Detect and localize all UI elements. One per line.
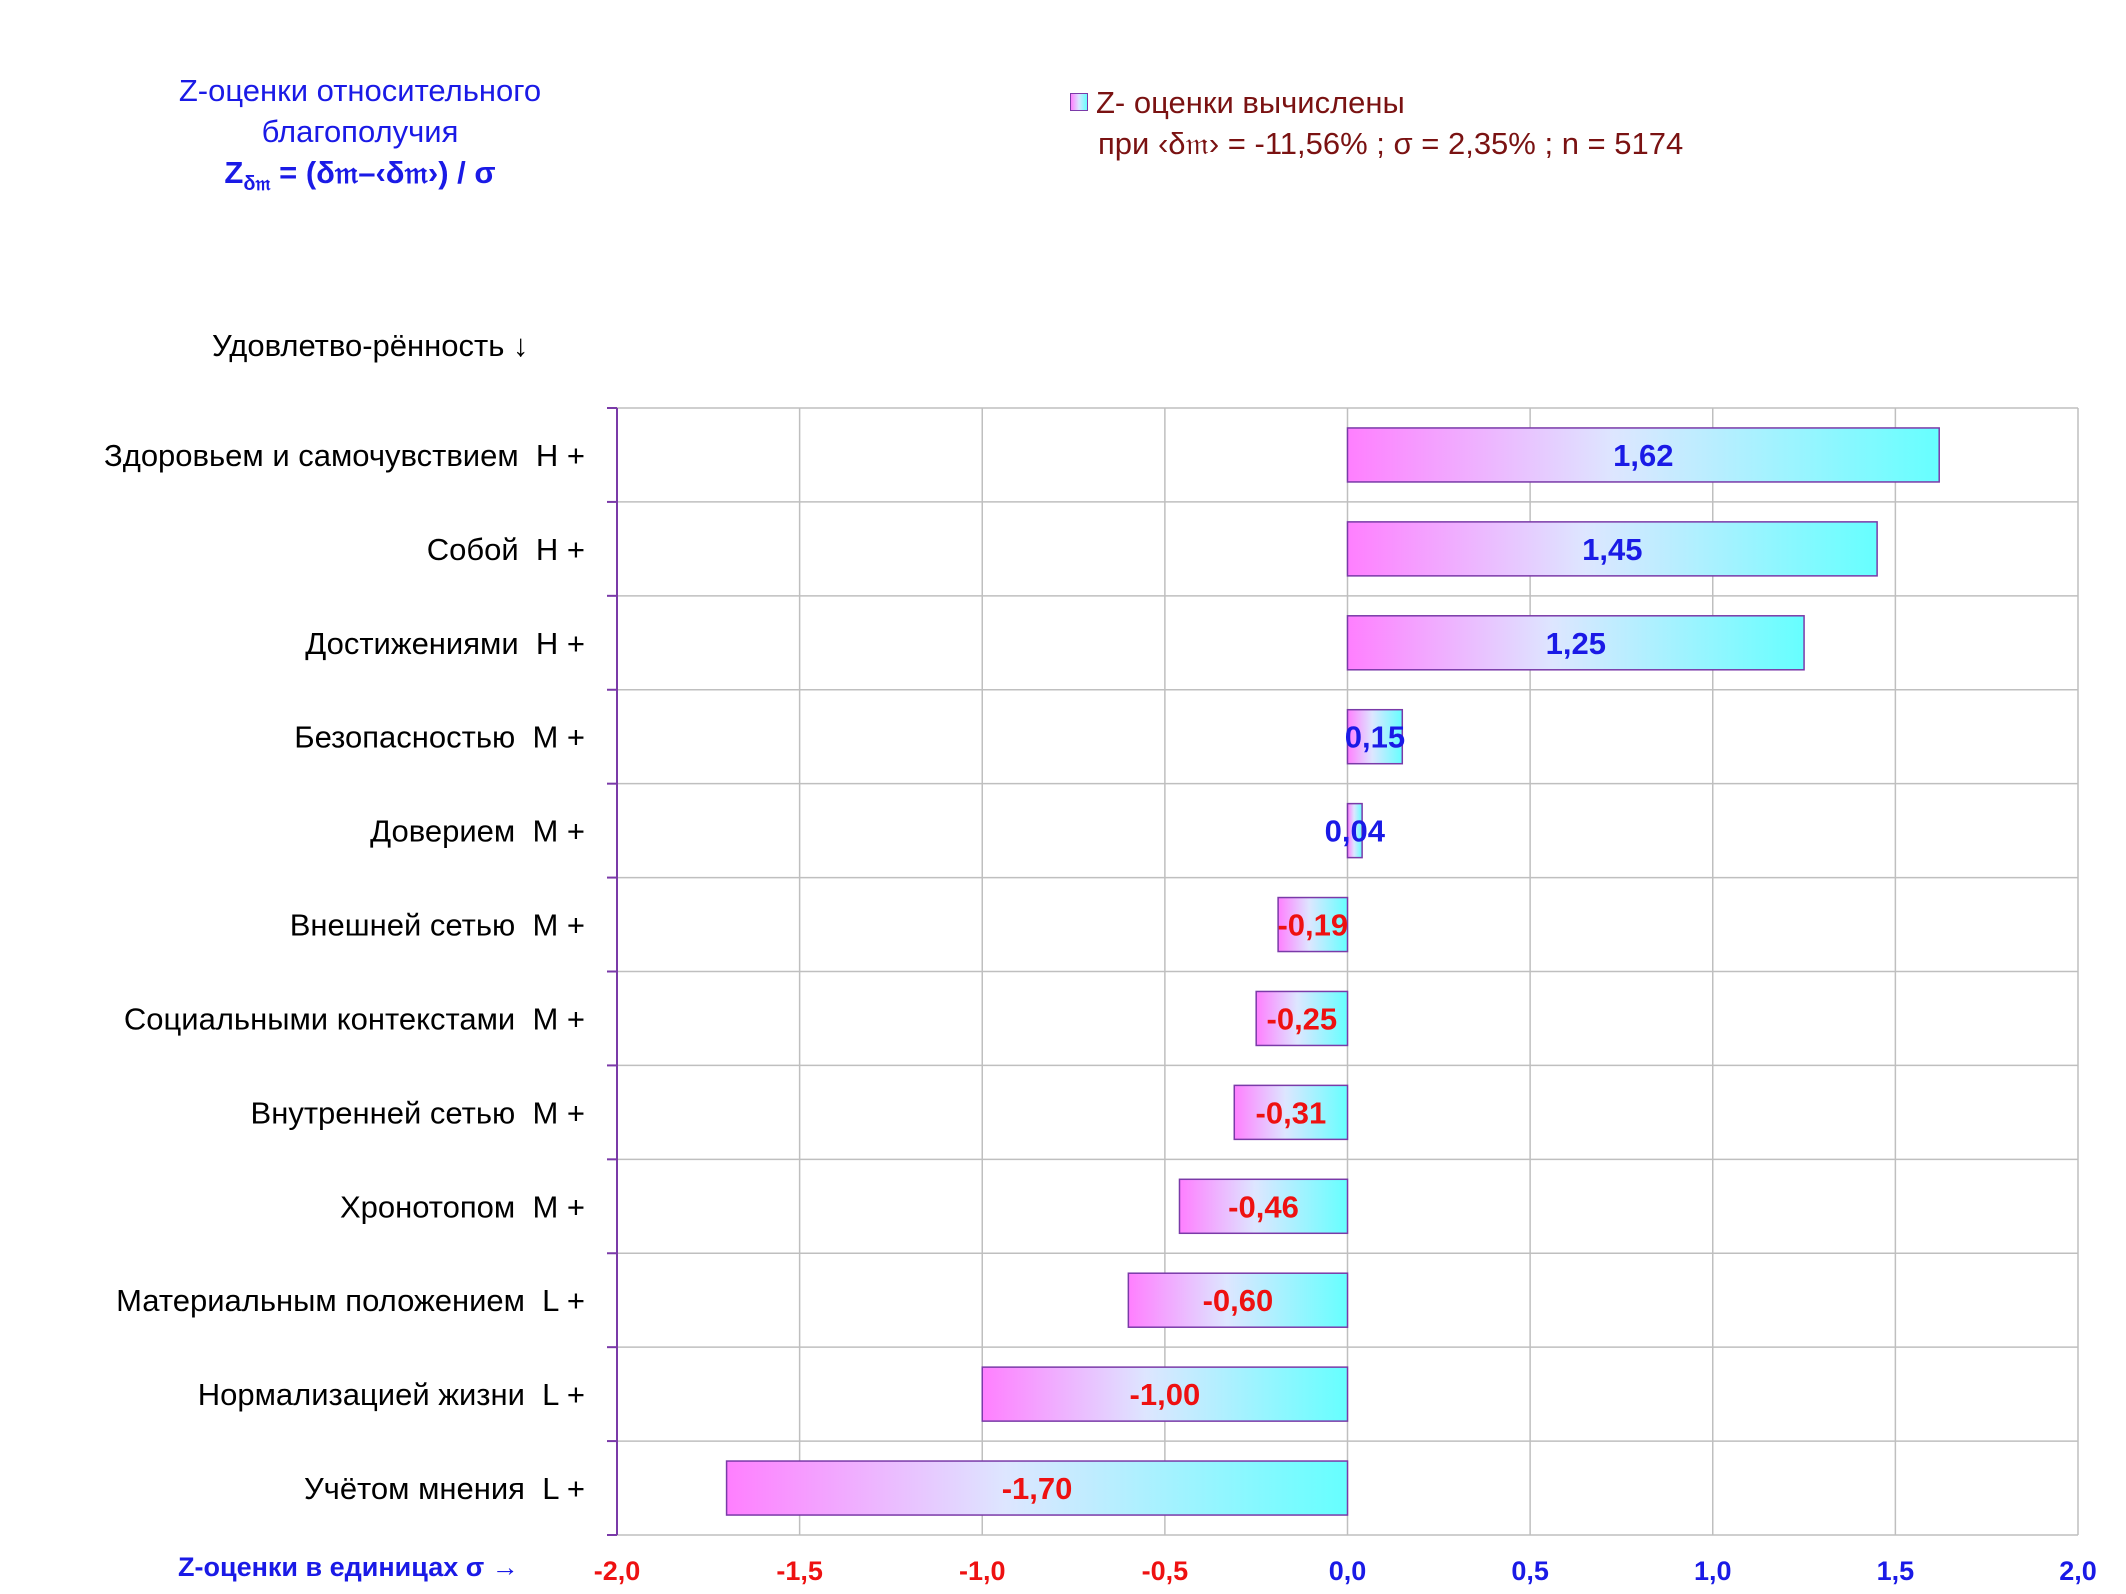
- bar: [1127, 1272, 1349, 1328]
- category-label: Собой H +: [427, 532, 585, 567]
- category-label: Внешней сетью M +: [290, 908, 585, 943]
- bar-value-label: -1,00: [1130, 1377, 1201, 1412]
- x-tick-label: -2,0: [594, 1556, 641, 1586]
- bar-value-label: 1,45: [1582, 532, 1642, 567]
- bar-value-label: -1,70: [1002, 1471, 1073, 1506]
- category-label: Достижениями H +: [305, 626, 585, 661]
- bar: [981, 1366, 1349, 1422]
- bar: [1346, 708, 1404, 765]
- legend-swatch: [1070, 92, 1088, 111]
- x-tick-label: -0,5: [1142, 1556, 1189, 1586]
- category-label: Нормализацией жизни L +: [198, 1377, 585, 1412]
- category-label: Хронотопом M +: [340, 1189, 585, 1224]
- title-line-1: Z-оценки относительного: [178, 73, 542, 108]
- x-tick-label: -1,5: [776, 1556, 823, 1586]
- bar: [1346, 802, 1363, 859]
- chart-title: Z-оценки относительного благополучия Zδ𝔪…: [120, 70, 600, 205]
- bar-value-label: 1,25: [1546, 626, 1606, 661]
- bar: [1346, 521, 1878, 577]
- category-label: Учётом мнения L +: [304, 1471, 585, 1506]
- y-axis-label: Удовлетво-рённость ↓: [212, 328, 529, 363]
- bar: [1233, 1084, 1349, 1141]
- category-label: Материальным положением L +: [116, 1283, 585, 1318]
- title-line-2: благополучия: [261, 114, 459, 149]
- bar: [1277, 896, 1349, 953]
- category-label: Безопасностью M +: [294, 720, 585, 755]
- x-tick-label: 0,5: [1511, 1556, 1549, 1586]
- bar-value-label: -0,25: [1267, 1001, 1338, 1036]
- chart-legend: Z- оценки вычислены при ‹δ𝔪› = -11,56% ;…: [1070, 82, 1683, 164]
- x-tick-label: 0,0: [1329, 1556, 1367, 1586]
- bar-value-label: 1,62: [1613, 438, 1673, 473]
- bar: [1346, 427, 1940, 483]
- bar: [1178, 1178, 1349, 1235]
- bar: [1255, 990, 1349, 1047]
- x-axis-label: Z-оценки в единицах σ →: [178, 1552, 519, 1582]
- formula-symbol: Z: [224, 155, 244, 190]
- category-label: Социальными контекстами M +: [124, 1001, 585, 1036]
- x-tick-label: 1,5: [1877, 1556, 1915, 1586]
- bar-value-label: -0,60: [1203, 1283, 1274, 1318]
- x-tick-label: 2,0: [2059, 1556, 2097, 1586]
- formula-rest: = (δ𝔪–‹δ𝔪›) / σ: [270, 155, 496, 190]
- bar: [1346, 615, 1805, 671]
- bar-value-label: 0,04: [1325, 814, 1386, 849]
- bar-value-label: -0,19: [1277, 908, 1348, 943]
- formula-subscript: δ𝔪: [243, 173, 271, 196]
- bar-value-label: -0,31: [1256, 1095, 1327, 1130]
- x-tick-label: 1,0: [1694, 1556, 1732, 1586]
- bar: [725, 1460, 1349, 1516]
- bar-value-label: -0,46: [1228, 1189, 1299, 1224]
- legend-line-2: при ‹δ𝔪› = -11,56% ; σ = 2,35% ; n = 517…: [1098, 126, 1684, 161]
- x-tick-label: -1,0: [959, 1556, 1006, 1586]
- legend-line-1: Z- оценки вычислены: [1096, 85, 1405, 120]
- category-label: Внутренней сетью M +: [251, 1095, 585, 1130]
- category-label: Здоровьем и самочувствием H +: [104, 438, 585, 473]
- bar-value-label: 0,15: [1345, 720, 1405, 755]
- title-formula: Zδ𝔪 = (δ𝔪–‹δ𝔪›) / σ: [120, 152, 600, 205]
- category-label: Доверием M +: [370, 814, 585, 849]
